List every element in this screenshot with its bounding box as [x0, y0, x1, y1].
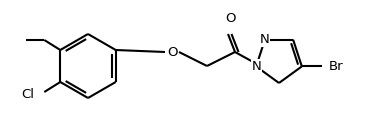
Text: N: N — [260, 33, 270, 46]
Text: Cl: Cl — [21, 87, 34, 100]
Text: N: N — [251, 60, 261, 73]
Text: O: O — [167, 46, 177, 59]
Text: O: O — [225, 11, 235, 25]
Text: Br: Br — [328, 60, 343, 73]
